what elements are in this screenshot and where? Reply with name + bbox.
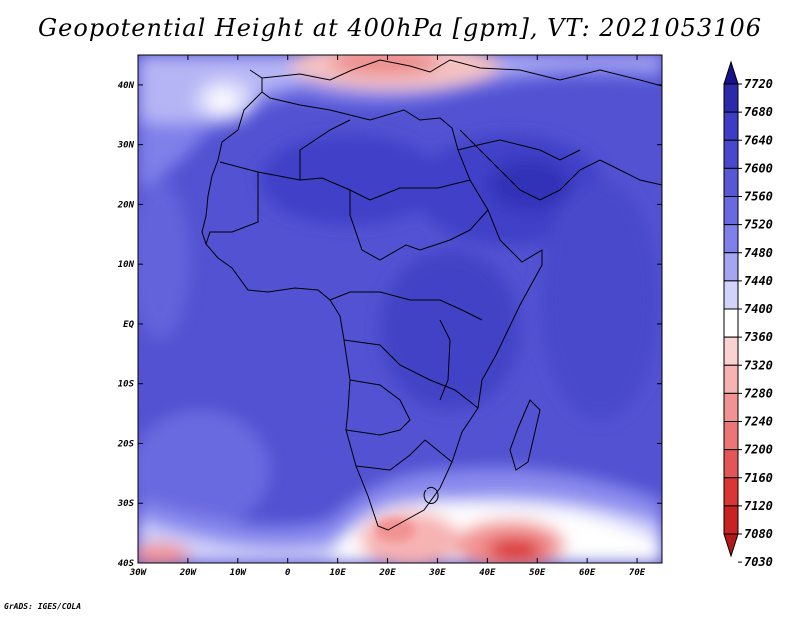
lat-label: 40N: [118, 81, 135, 91]
colorbar-label: 7280: [744, 386, 773, 400]
colorbar-cell: [723, 280, 739, 310]
colorbar-label: 7080: [744, 527, 773, 541]
colorbar-cell: [723, 83, 739, 113]
lon-label: 30W: [129, 568, 148, 578]
lon-label: 20E: [378, 568, 396, 578]
colorbar-label: 7520: [744, 218, 773, 232]
colorbar-cell: [723, 364, 739, 394]
lat-label: 30S: [117, 499, 135, 509]
colorbar-cell: [723, 505, 739, 535]
map-frame: [137, 54, 663, 564]
colorbar-label: 7480: [744, 246, 773, 260]
colorbar-cell: [723, 477, 739, 507]
grads-credit: GrADS: IGES/COLA: [4, 602, 82, 611]
colorbar-cell: [723, 308, 739, 338]
lat-label: 10S: [118, 380, 135, 390]
lat-label: 10N: [118, 260, 135, 270]
colorbar-label: 7400: [744, 302, 773, 316]
lon-label: 60E: [579, 568, 596, 578]
colorbar-label: 7640: [744, 133, 773, 147]
colorbar-label: 7560: [744, 190, 773, 204]
colorbar-label: 7200: [744, 443, 773, 457]
colorbar-cell: [723, 224, 739, 254]
colorbar: 7720 7680 7640 7600 7560 7520 7480 7440 7400 7360…: [723, 60, 773, 569]
colorbar-label: 7600: [744, 161, 773, 175]
lat-label: EQ: [123, 320, 134, 330]
lat-label: 30N: [117, 141, 135, 151]
colorbar-label: 7240: [744, 415, 773, 429]
colorbar-cell: [723, 336, 739, 366]
colorbar-cell: [723, 167, 739, 197]
colorbar-cell: [723, 139, 739, 169]
lon-label: 50E: [529, 568, 546, 578]
colorbar-cell: [723, 252, 739, 282]
colorbar-label: 7720: [744, 77, 773, 91]
colorbar-cell: [723, 392, 739, 422]
colorbar-cell: [723, 196, 739, 226]
lon-label: 10E: [329, 568, 346, 578]
lon-label: 20W: [179, 568, 198, 578]
geopotential-field: [138, 55, 662, 563]
lon-label: 70E: [629, 568, 646, 578]
lon-label: 30E: [428, 568, 446, 578]
colorbar-label: 7160: [744, 471, 773, 485]
colorbar-cell: [723, 111, 739, 141]
lat-label: 20S: [117, 439, 135, 449]
colorbar-cell: [723, 449, 739, 479]
colorbar-label: 7440: [744, 274, 773, 288]
colorbar-cap-top: [723, 60, 739, 85]
colorbar-cap-bottom: [723, 533, 739, 558]
colorbar-label: 7030: [744, 555, 773, 569]
coastlines: [201, 59, 662, 531]
colorbar-label: 7120: [744, 499, 773, 513]
colorbar-label: 7360: [744, 330, 773, 344]
chart-title: Geopotential Height at 400hPa [gpm], VT:…: [38, 14, 762, 42]
lon-label: 0: [285, 568, 291, 578]
lon-label: 10W: [230, 568, 248, 578]
colorbar-label: 7680: [744, 105, 773, 119]
colorbar-label: 7320: [744, 358, 773, 372]
lat-label: 40S: [118, 559, 135, 569]
lon-label: 40E: [479, 568, 496, 578]
lat-label: 20N: [117, 200, 135, 210]
colorbar-cell: [723, 421, 739, 451]
